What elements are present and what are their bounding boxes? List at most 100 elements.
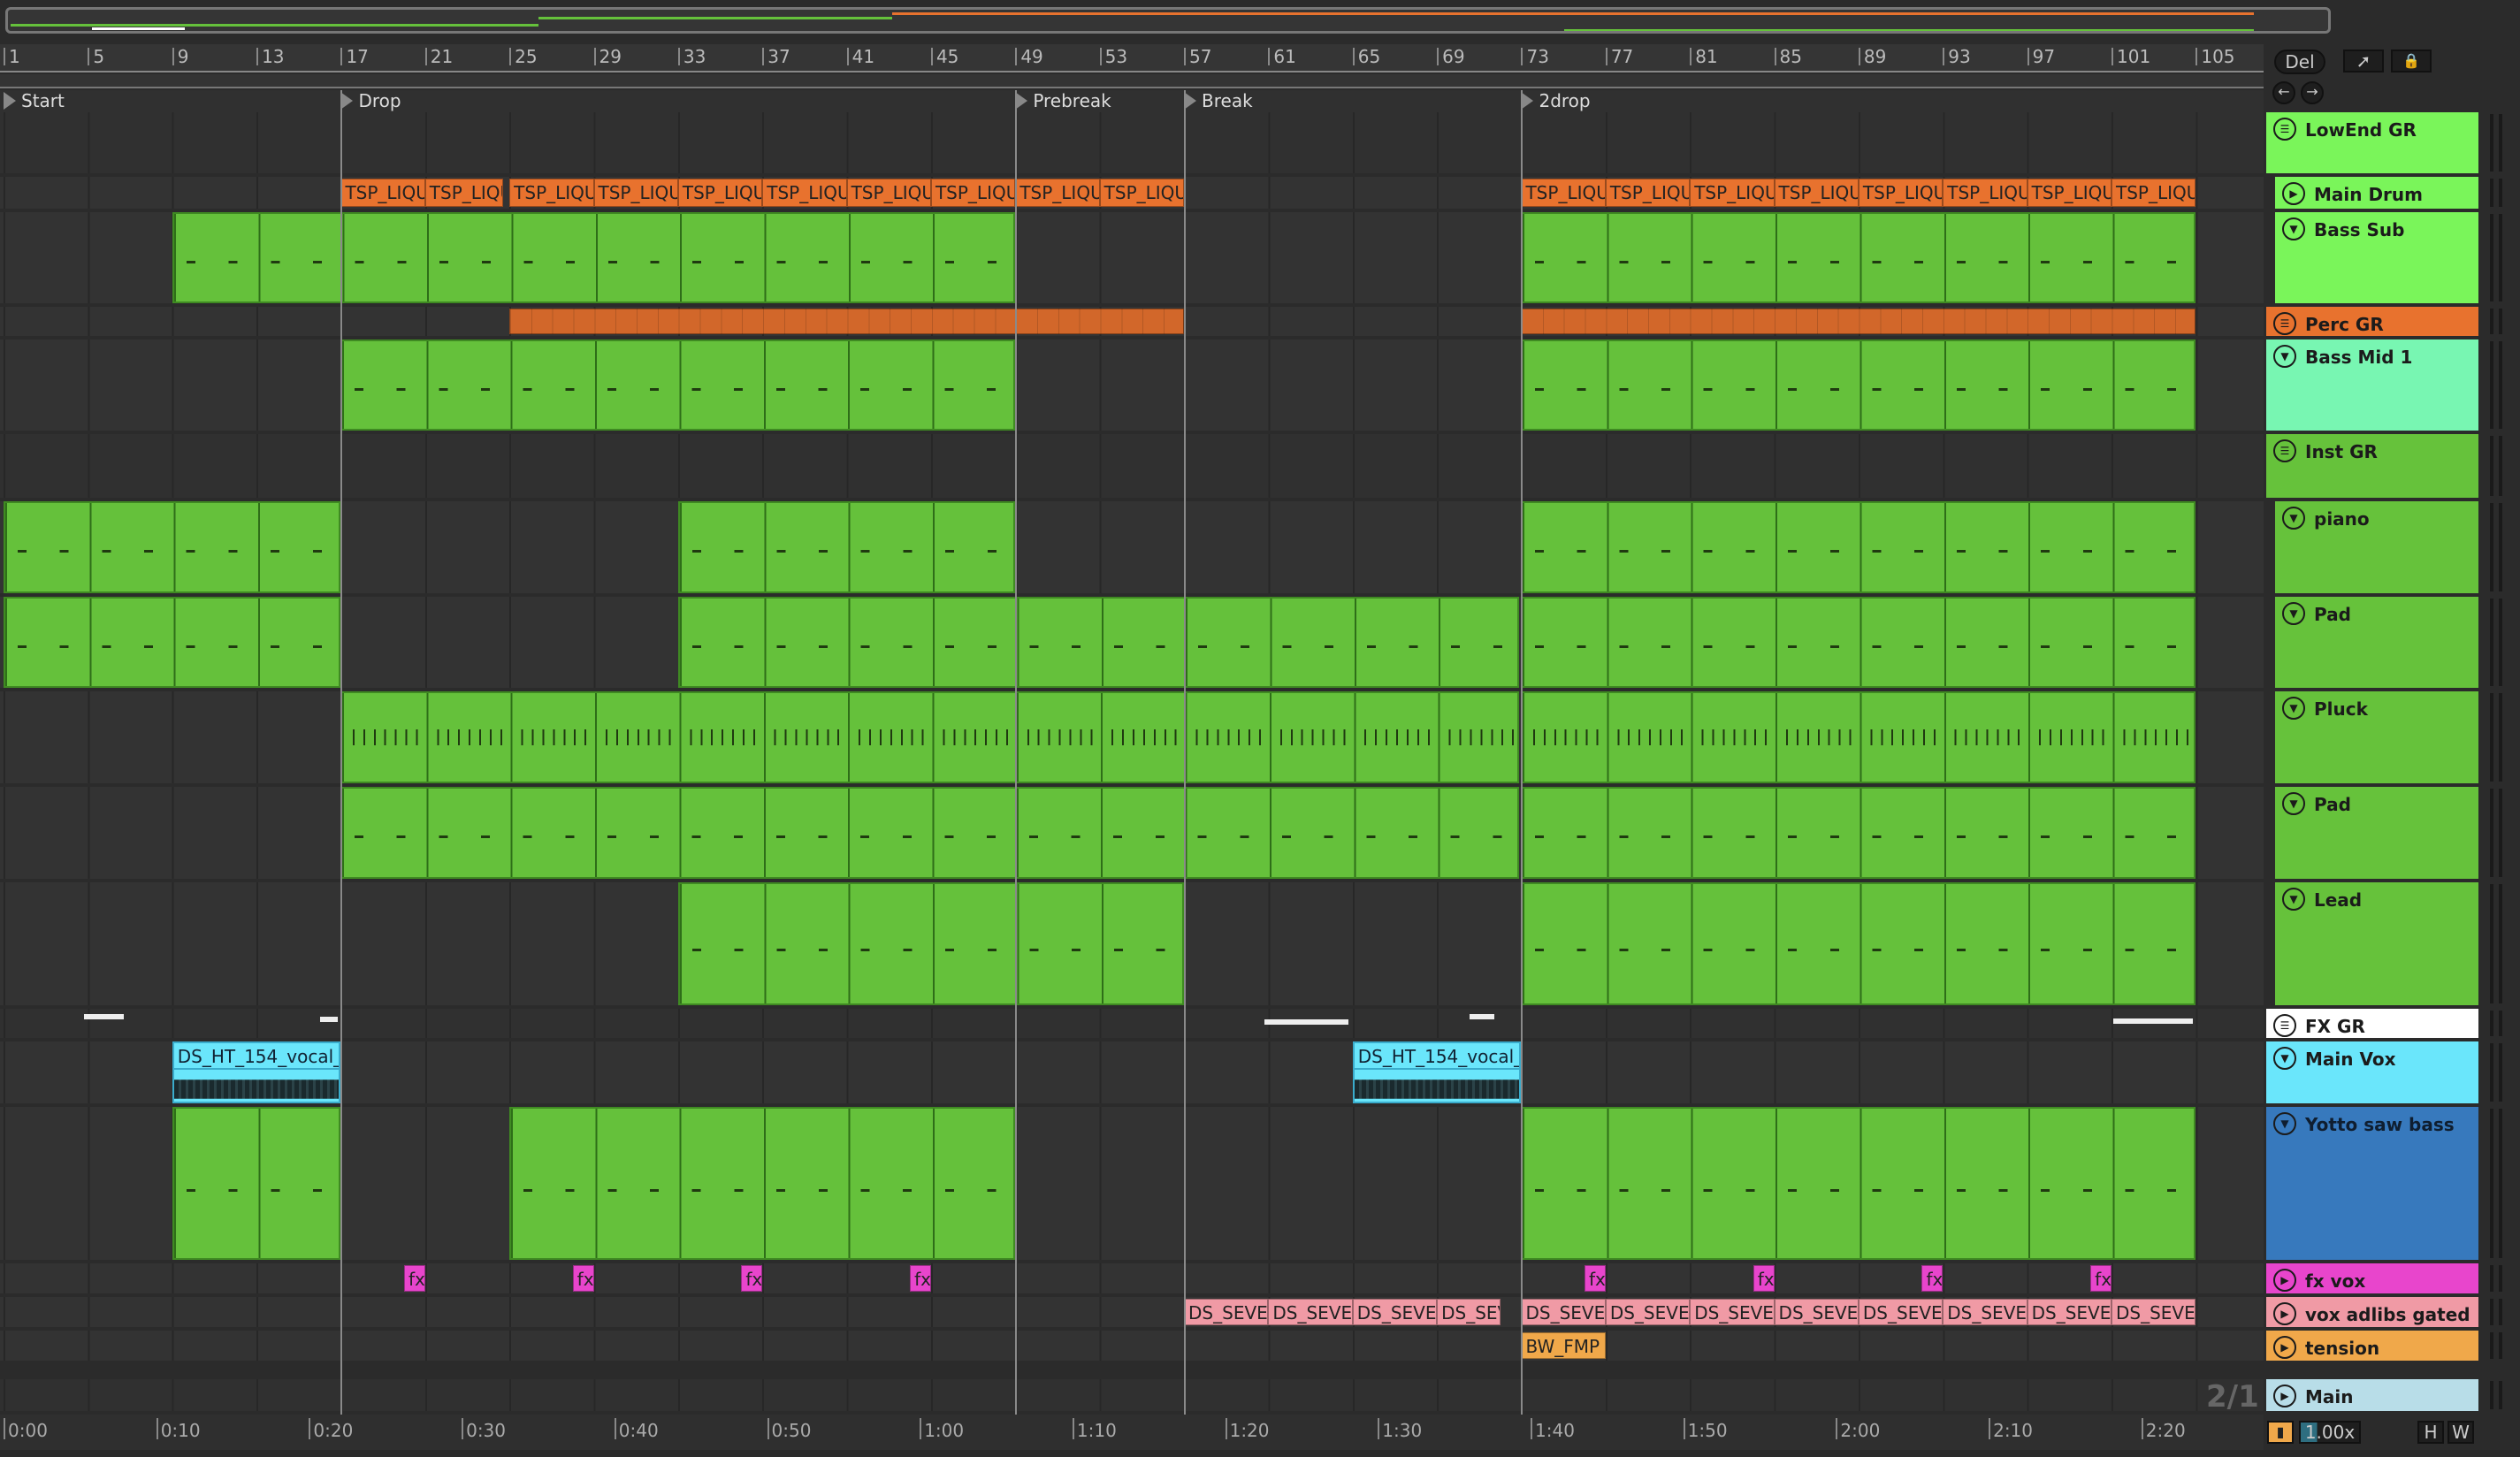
play-icon[interactable]: ▶: [2273, 1302, 2296, 1325]
locator-2drop[interactable]: 2drop: [1521, 90, 1590, 112]
arrow-right-icon[interactable]: →: [2301, 81, 2324, 104]
audio-clip[interactable]: DS_HT_154_vocal_: [1353, 1041, 1522, 1103]
track-header-fx-gr[interactable]: ☰ FX GR: [2266, 1009, 2478, 1038]
track-lane[interactable]: BW_FMP: [0, 1331, 2264, 1361]
track-header-pluck[interactable]: ▼ Pluck: [2275, 691, 2478, 783]
pencil-icon[interactable]: ➚: [2343, 50, 2384, 72]
midi-clip[interactable]: [678, 882, 1184, 1005]
midi-clip[interactable]: [1521, 597, 2195, 688]
midi-clip[interactable]: [1521, 1107, 2195, 1260]
h-button[interactable]: H: [2417, 1421, 2444, 1444]
midi-clip[interactable]: [678, 597, 1519, 688]
loop-strip[interactable]: [0, 74, 2264, 88]
fold-icon[interactable]: ▼: [2282, 217, 2305, 240]
clip[interactable]: DS_SEVE: [1775, 1299, 1859, 1325]
clip[interactable]: TSP_LIQU: [1606, 179, 1690, 207]
track-lane[interactable]: [0, 882, 2264, 1005]
clip[interactable]: TSP_LIQU: [762, 179, 846, 207]
track-lane[interactable]: [0, 501, 2264, 593]
clip[interactable]: fx: [1921, 1265, 1943, 1292]
arrow-left-icon[interactable]: ←: [2272, 81, 2295, 104]
track-header-tension[interactable]: ▶ tension: [2266, 1331, 2478, 1361]
track-lane[interactable]: DS_HT_154_vocal_ DS_HT_154_vocal_: [0, 1041, 2264, 1103]
lock-icon[interactable]: 🔒: [2391, 50, 2432, 72]
track-header-bass-mid-1[interactable]: ▼ Bass Mid 1: [2266, 339, 2478, 431]
clip[interactable]: fx: [1585, 1265, 1606, 1292]
track-lane[interactable]: [0, 112, 2264, 173]
track-header-bass-sub[interactable]: ▼ Bass Sub: [2275, 212, 2478, 303]
midi-clip[interactable]: [340, 691, 1519, 783]
midi-clip[interactable]: [340, 787, 1519, 879]
clip[interactable]: TSP_LIQU: [678, 179, 762, 207]
fold-icon[interactable]: ▼: [2273, 1112, 2296, 1135]
track-header-main-drum[interactable]: ▶ Main Drum: [2275, 177, 2478, 209]
clip[interactable]: TSP_LIQU: [594, 179, 678, 207]
clip[interactable]: TSP_LIQU: [1015, 179, 1099, 207]
delete-button[interactable]: Del: [2274, 50, 2325, 74]
track-header-inst-gr[interactable]: ☰ Inst GR: [2266, 434, 2478, 498]
clip[interactable]: TSP_LIQU: [847, 179, 931, 207]
locator-start[interactable]: Start: [4, 90, 65, 112]
play-icon[interactable]: ▶: [2273, 1269, 2296, 1292]
clip[interactable]: DS_SEVE: [2111, 1299, 2195, 1325]
fold-icon[interactable]: ▼: [2282, 602, 2305, 625]
group-fold-icon[interactable]: ☰: [2273, 439, 2296, 462]
clip[interactable]: DS_SEVE: [1690, 1299, 1774, 1325]
midi-clip[interactable]: [1521, 501, 2195, 593]
track-header-vox-adlibs-gated[interactable]: ▶ vox adlibs gated: [2266, 1297, 2478, 1327]
track-lane[interactable]: [0, 691, 2264, 783]
fold-icon[interactable]: ▼: [2282, 697, 2305, 720]
clip[interactable]: fx: [573, 1265, 594, 1292]
midi-clip[interactable]: [1521, 339, 2195, 431]
midi-clip[interactable]: [172, 1107, 341, 1260]
clip[interactable]: DS_SEVE: [2027, 1299, 2111, 1325]
track-header-perc-gr[interactable]: ☰ Perc GR: [2266, 307, 2478, 336]
clip[interactable]: TSP_LIQU: [1775, 179, 1859, 207]
track-header-lowend-gr[interactable]: ☰ LowEnd GR: [2266, 112, 2478, 173]
midi-clip[interactable]: [340, 339, 1015, 431]
track-header-yotto-saw-bass[interactable]: ▼ Yotto saw bass: [2266, 1107, 2478, 1260]
clip[interactable]: DS_SEVE: [1859, 1299, 1943, 1325]
midi-clip[interactable]: [1521, 212, 2195, 303]
track-lane[interactable]: [0, 787, 2264, 879]
clip[interactable]: TSP_LIQU: [425, 179, 503, 207]
clip[interactable]: TSP_LIQU: [1100, 179, 1184, 207]
fold-icon[interactable]: ▼: [2282, 507, 2305, 530]
track-lane[interactable]: DS_SEVEDS_SEVEDS_SEVEDS_SEVEDS_SEVEDS_SE…: [0, 1297, 2264, 1327]
clip[interactable]: fx: [741, 1265, 762, 1292]
fold-icon[interactable]: ▼: [2273, 1047, 2296, 1070]
bar-ruler[interactable]: 1 5 9 13 17 21 25 29 33 37 41 45 49 53 57 61 65 69 73 77 81 8…: [0, 44, 2264, 72]
clip[interactable]: TSP_LIQU: [2027, 179, 2111, 207]
play-icon[interactable]: ▶: [2273, 1385, 2296, 1407]
clip[interactable]: TSP_LIQU: [1690, 179, 1774, 207]
play-icon[interactable]: ▶: [2273, 1336, 2296, 1359]
midi-clip[interactable]: [4, 597, 340, 688]
group-fold-icon[interactable]: ☰: [2273, 312, 2296, 335]
track-lane[interactable]: [0, 1379, 2264, 1411]
locator-bar[interactable]: Start Drop Prebreak Break 2drop: [0, 90, 2264, 112]
clip[interactable]: BW_FMP: [1521, 1332, 1605, 1359]
track-header-fx-vox[interactable]: ▶ fx vox: [2266, 1263, 2478, 1293]
track-lane[interactable]: [0, 307, 2264, 336]
play-icon[interactable]: ▶: [2282, 182, 2305, 205]
clip[interactable]: [1521, 309, 2195, 334]
clip[interactable]: DS_SEVE: [1353, 1299, 1437, 1325]
midi-clip[interactable]: [1521, 787, 2195, 879]
fold-icon[interactable]: ▼: [2282, 792, 2305, 815]
track-header-lead[interactable]: ▼ Lead: [2275, 882, 2478, 1005]
time-ruler[interactable]: 0:00 0:10 0:20 0:30 0:40 0:50 1:00 1:10 1:20 1:30…: [0, 1415, 2264, 1450]
midi-clip[interactable]: [172, 212, 1016, 303]
arrangement-overview[interactable]: [5, 7, 2331, 34]
midi-clip[interactable]: [509, 1107, 1015, 1260]
clip[interactable]: DS_SEVE: [1437, 1299, 1501, 1325]
clip[interactable]: DS_SEVE: [1521, 1299, 1605, 1325]
track-lane[interactable]: fx fx fx fx fx fx fx fx: [0, 1263, 2264, 1293]
clip[interactable]: fx: [2090, 1265, 2111, 1292]
track-header-main[interactable]: ▶ Main: [2266, 1379, 2478, 1411]
clip[interactable]: fx: [910, 1265, 931, 1292]
track-header-main-vox[interactable]: ▼ Main Vox: [2266, 1041, 2478, 1103]
group-fold-icon[interactable]: ☰: [2273, 1014, 2296, 1037]
w-button[interactable]: W: [2447, 1421, 2474, 1444]
clip[interactable]: TSP_LIQU: [1521, 179, 1605, 207]
clip[interactable]: TSP_LIQU: [340, 179, 424, 207]
